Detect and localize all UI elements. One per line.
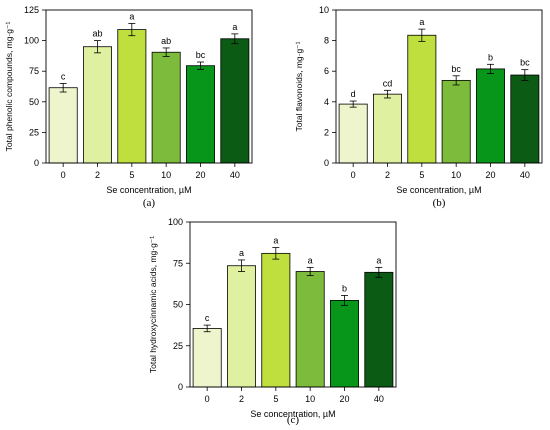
x-tick-label: 5 [129, 170, 134, 180]
y-tick-label: 25 [173, 341, 183, 351]
x-tick-label: 5 [419, 170, 424, 180]
significance-letter: b [342, 283, 347, 293]
x-tick-label: 0 [205, 394, 210, 404]
bar [330, 299, 359, 388]
y-axis-label: Total flavonoids, mg·g⁻¹ [294, 41, 304, 131]
y-tick-label: 0 [34, 158, 39, 168]
y-tick-label: 100 [24, 36, 39, 46]
bar [295, 271, 325, 388]
significance-letter: a [232, 22, 237, 32]
x-tick-label: 10 [451, 170, 461, 180]
significance-letter: bc [451, 64, 461, 74]
panel-label: (b) [433, 197, 446, 209]
x-tick-label: 10 [305, 394, 315, 404]
x-axis-label: Se concentration, µM [396, 185, 481, 195]
bar [373, 93, 402, 164]
y-tick-label: 6 [324, 66, 329, 76]
chart-panel-2: c 0 a 2 a 5 a 10 b 20 a 40 0 25 50 75 100 Se concentratio… [148, 217, 397, 426]
y-tick-label: 10 [319, 5, 329, 15]
significance-letter: a [308, 255, 313, 265]
x-tick-label: 40 [374, 394, 384, 404]
x-tick-label: 2 [385, 170, 390, 180]
plot-frame [45, 9, 253, 164]
plot-frame [335, 9, 543, 164]
x-axis-label: Se concentration, µM [250, 409, 335, 419]
y-tick-label: 8 [324, 36, 329, 46]
significance-letter: a [239, 248, 244, 258]
significance-letter: a [419, 17, 424, 27]
x-tick-label: 20 [485, 170, 495, 180]
y-tick-label: 0 [178, 382, 183, 392]
x-tick-label: 40 [230, 170, 240, 180]
bar [338, 103, 368, 164]
bar [220, 38, 250, 164]
bar [117, 29, 147, 164]
x-tick-label: 2 [95, 170, 100, 180]
significance-letter: a [273, 236, 278, 246]
significance-letter: c [61, 71, 66, 81]
panel-label: (c) [287, 414, 300, 426]
significance-letter: a [376, 255, 381, 265]
y-axis-label: Total hydroxycinnamic acids, mg·g⁻¹ [148, 236, 158, 373]
y-tick-label: 25 [29, 127, 39, 137]
bar [407, 34, 437, 164]
chart-panel-0: c 0 ab 2 a 5 ab 10 bc 20 a 40 0 25 50 75 100 125 Se concen… [4, 5, 253, 209]
bar [261, 252, 291, 388]
y-tick-label: 0 [324, 158, 329, 168]
x-tick-label: 0 [351, 170, 356, 180]
y-tick-label: 125 [24, 5, 39, 15]
x-tick-label: 10 [161, 170, 171, 180]
y-axis-label: Total phenolic compounds, mg·g⁻¹ [4, 21, 14, 151]
y-tick-label: 4 [324, 97, 329, 107]
x-tick-label: 20 [195, 170, 205, 180]
bar [441, 79, 471, 164]
significance-letter: ab [161, 36, 171, 46]
bar [151, 51, 181, 164]
chart-panel-1: d 0 cd 2 a 5 bc 10 b 20 bc 40 0 2 4 6 8 10 Se concentratio… [294, 5, 543, 209]
bar [83, 46, 112, 164]
y-tick-label: 50 [29, 97, 39, 107]
x-tick-label: 2 [239, 394, 244, 404]
x-tick-label: 40 [520, 170, 530, 180]
bar [227, 265, 256, 388]
significance-letter: ab [92, 29, 102, 39]
x-tick-label: 5 [273, 394, 278, 404]
bar [192, 328, 222, 388]
bar [186, 65, 215, 164]
x-axis-label: Se concentration, µM [106, 185, 191, 195]
y-tick-label: 75 [29, 66, 39, 76]
x-tick-label: 20 [339, 394, 349, 404]
x-tick-label: 0 [61, 170, 66, 180]
significance-letter: bc [196, 50, 206, 60]
significance-letter: b [488, 52, 493, 62]
bar [510, 74, 540, 164]
y-tick-label: 100 [168, 217, 183, 227]
y-tick-label: 50 [173, 300, 183, 310]
significance-letter: c [205, 313, 210, 323]
significance-letter: bc [520, 58, 530, 68]
panel-label: (a) [143, 197, 156, 209]
bar [364, 271, 394, 388]
significance-letter: a [129, 11, 134, 21]
significance-letter: d [351, 89, 356, 99]
bar [476, 68, 505, 164]
significance-letter: cd [383, 78, 393, 88]
bar [48, 87, 78, 164]
y-tick-label: 2 [324, 127, 329, 137]
y-tick-label: 75 [173, 258, 183, 268]
